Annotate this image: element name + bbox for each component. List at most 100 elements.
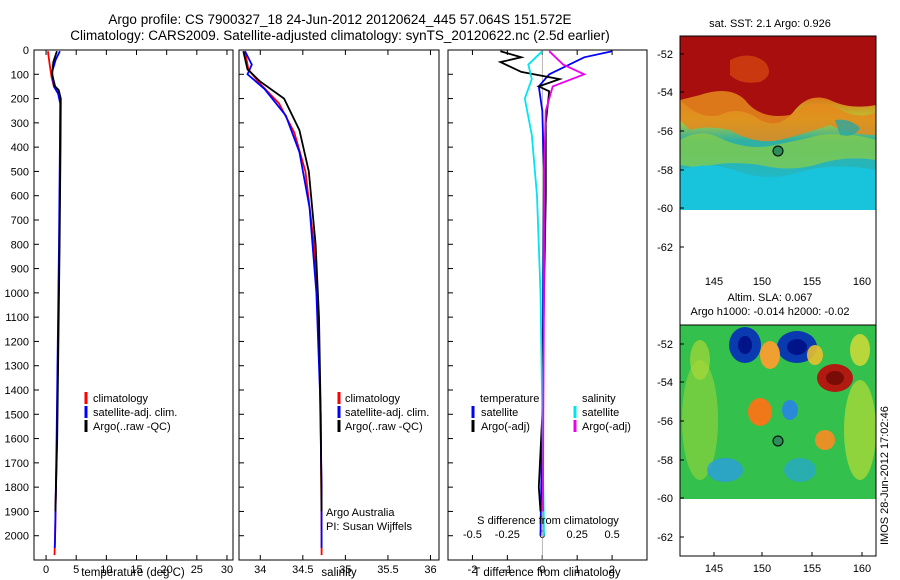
y-tick-label: 1000	[5, 288, 29, 300]
x-tick-label: 34.5	[292, 564, 313, 576]
x-tick-label: 1	[574, 564, 580, 576]
legend-label-temp-argo: Argo(-adj)	[481, 421, 530, 433]
y-tick-label: 1100	[5, 312, 29, 324]
y-tick-label: 200	[11, 94, 29, 106]
map-y-tick-label: -54	[657, 377, 673, 389]
difference-xlabel: T difference from climatology	[473, 567, 620, 579]
x-tick-label: 34	[254, 564, 266, 576]
map-x-tick-label: 160	[853, 563, 871, 575]
x-tick-label: 36	[424, 564, 436, 576]
x-tick-label-top: -0.5	[463, 529, 482, 541]
temperature-legend: climatology satellite-adj. clim. Argo(..…	[84, 392, 177, 433]
sla-map-title-line1: Altim. SLA: 0.067	[728, 292, 813, 304]
x-tick-label: 35	[339, 564, 351, 576]
difference-legend: temperature salinity satellite Argo(-adj…	[471, 393, 631, 527]
salinity-legend: climatology satellite-adj. clim. Argo(..…	[326, 392, 429, 533]
legend-label-argo: Argo(..raw -QC)	[93, 421, 171, 433]
x-tick-label: 2	[609, 564, 615, 576]
x-tick-label-top: 0.25	[566, 529, 587, 541]
x-tick-label: 10	[100, 564, 112, 576]
legend-label-temp-satellite: satellite	[481, 407, 518, 419]
map-y-tick-label: -62	[657, 242, 673, 254]
map-x-tick-label: 155	[803, 276, 821, 288]
map-x-tick-label: 150	[753, 276, 771, 288]
y-tick-label: 1800	[5, 482, 29, 494]
y-tick-label: 1400	[5, 385, 29, 397]
y-tick-label: 100	[11, 69, 29, 81]
x-tick-label: 0	[43, 564, 49, 576]
y-tick-label: 400	[11, 142, 29, 154]
series-line-argo-raw-qc-	[242, 50, 323, 512]
map-y-tick-label: -52	[657, 49, 673, 61]
y-tick-label: 2000	[5, 531, 29, 543]
legend-label-argo: Argo(..raw -QC)	[345, 421, 423, 433]
legend-label-satellite: satellite-adj. clim.	[345, 407, 429, 419]
legend-label-climatology: climatology	[345, 393, 401, 405]
series-line-temperature-satellite	[537, 50, 613, 536]
side-stamp: IMOS 28-Jun-2012 17:02:46	[879, 406, 891, 545]
series-line-temperature-argo-adj-	[497, 50, 564, 512]
series-line-climatology	[244, 51, 323, 556]
x-tick-label: 15	[130, 564, 142, 576]
map-x-tick-label: 145	[705, 563, 723, 575]
credit-line2: PI: Susan Wijffels	[326, 521, 412, 533]
y-tick-label: 1500	[5, 409, 29, 421]
x-tick-label: 35.5	[377, 564, 398, 576]
legend-header-temperature: temperature	[480, 393, 539, 405]
x-tick-label: 0	[539, 564, 545, 576]
legend-label-satellite: satellite-adj. clim.	[93, 407, 177, 419]
page-title: Argo profile: CS 7900327_18 24-Jun-2012 …	[108, 12, 572, 27]
y-tick-label: 800	[11, 239, 29, 251]
legend-label-sal-argo: Argo(-adj)	[582, 421, 631, 433]
y-tick-label: 1300	[5, 361, 29, 373]
map-y-tick-label: -54	[657, 87, 673, 99]
y-tick-label: 700	[11, 215, 29, 227]
series-line-salinity-satellite	[523, 50, 545, 536]
y-tick-label: 1700	[5, 458, 29, 470]
map-x-tick-label: 145	[705, 276, 723, 288]
y-tick-label: 1200	[5, 336, 29, 348]
y-tick-label: 300	[11, 118, 29, 130]
map-x-tick-label: 160	[853, 276, 871, 288]
temperature-xlabel: temperature (deg C)	[81, 567, 185, 579]
x-tick-label: 25	[191, 564, 203, 576]
map-y-tick-label: -58	[657, 165, 673, 177]
y-tick-label: 900	[11, 264, 29, 276]
y-tick-label: 1900	[5, 506, 29, 518]
sst-map: sat. SST: 2.1 Argo: 0.926 -52 -54 -56 -58 -6…	[657, 18, 877, 557]
x-tick-label: 20	[161, 564, 173, 576]
s-difference-label: S difference from climatology	[477, 515, 619, 527]
y-tick-label: 1600	[5, 434, 29, 446]
argo-float-marker-sst	[772, 145, 784, 157]
map-y-tick-label: -60	[657, 493, 673, 505]
x-tick-label: 30	[221, 564, 233, 576]
x-tick-label: -2	[468, 564, 478, 576]
difference-panel	[447, 49, 648, 561]
map-y-tick-label: -60	[657, 203, 673, 215]
legend-label-climatology: climatology	[93, 393, 149, 405]
legend-header-salinity: salinity	[582, 393, 616, 405]
sst-map-title: sat. SST: 2.1 Argo: 0.926	[709, 18, 831, 30]
map-y-tick-label: -58	[657, 455, 673, 467]
temperature-panel	[33, 49, 234, 561]
sla-map: Altim. SLA: 0.067 Argo h1000: -0.014 h20…	[657, 292, 877, 575]
y-tick-label: 0	[23, 45, 29, 57]
series-line-argo-raw-qc-	[51, 50, 62, 512]
map-y-tick-label: -56	[657, 416, 673, 428]
series-line-salinity-argo-adj-	[542, 50, 587, 512]
sla-map-frame	[679, 324, 877, 557]
x-tick-label-top: -0.25	[495, 529, 520, 541]
x-tick-label: 5	[73, 564, 79, 576]
y-tick-label: 600	[11, 191, 29, 203]
map-y-tick-label: -52	[657, 339, 673, 351]
legend-label-sal-satellite: satellite	[582, 407, 619, 419]
argo-float-marker-sla	[772, 435, 784, 447]
series-line-satellite-adj-clim-	[244, 50, 323, 548]
salinity-panel	[238, 49, 440, 561]
map-y-tick-label: -56	[657, 126, 673, 138]
sla-map-title-line2: Argo h1000: -0.014 h2000: -0.02	[690, 306, 849, 318]
page-subtitle: Climatology: CARS2009. Satellite-adjuste…	[70, 28, 610, 43]
y-tick-label: 500	[11, 166, 29, 178]
map-x-tick-label: 150	[753, 563, 771, 575]
